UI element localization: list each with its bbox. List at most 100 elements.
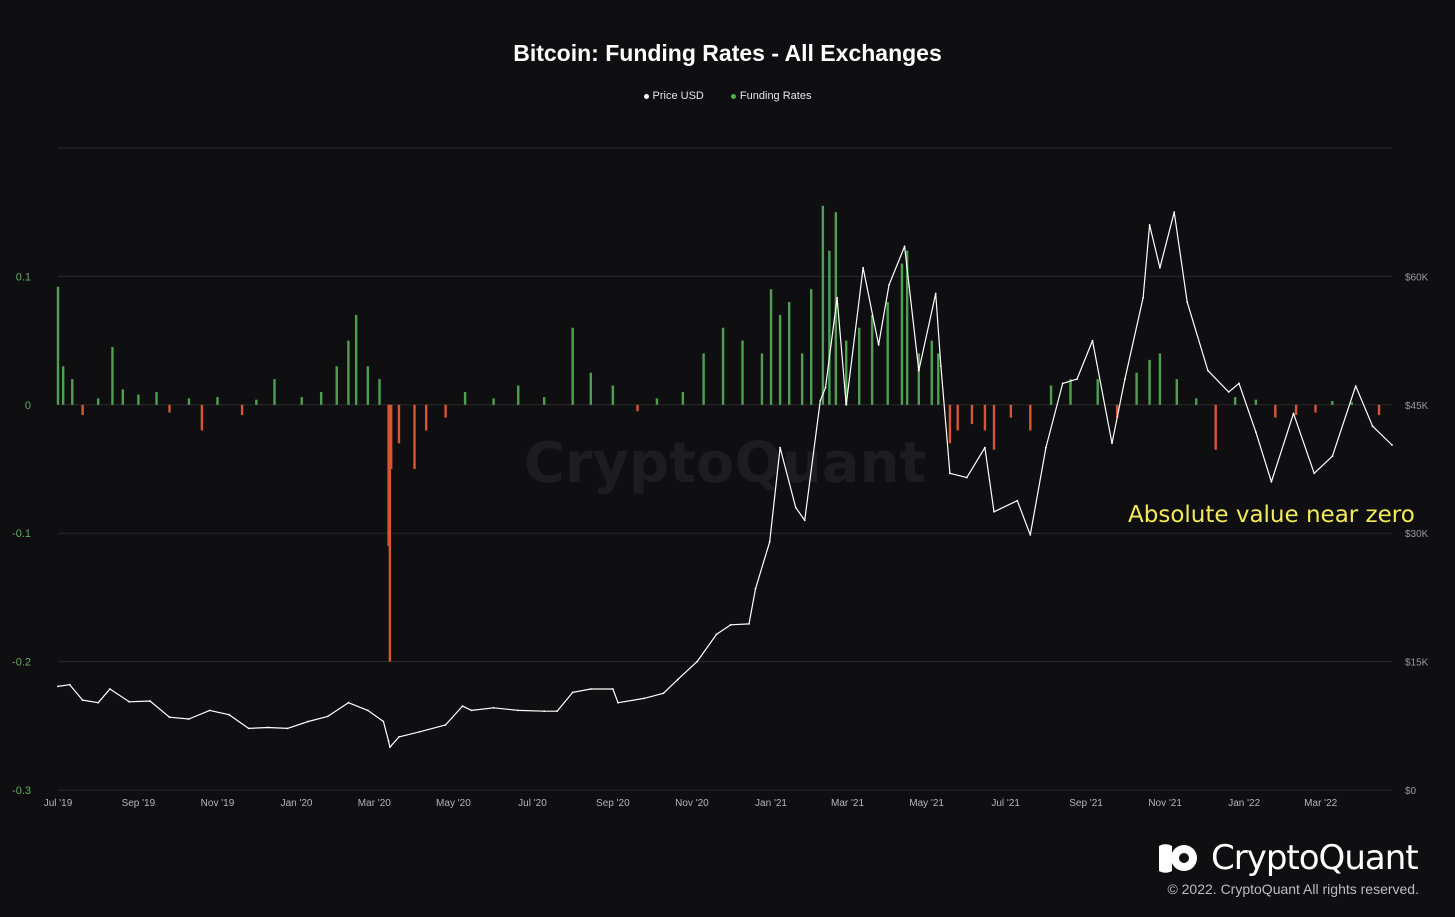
funding-rate-bar [828, 250, 831, 405]
price-point [862, 266, 864, 269]
price-point [267, 726, 269, 729]
funding-rate-bar [1096, 379, 1099, 405]
y-left-tick-label: 0 [25, 400, 31, 412]
price-point [1111, 442, 1113, 445]
price-point [1076, 378, 1078, 380]
price-point [387, 740, 390, 743]
funding-rate-bar [366, 366, 370, 405]
price-point [1313, 472, 1316, 475]
x-tick-label: Jan '21 [755, 798, 787, 809]
funding-rate-bar [589, 372, 593, 405]
price-point [307, 720, 310, 723]
funding-rate-bar [168, 404, 171, 413]
funding-rate-bar [1331, 400, 1334, 405]
funding-rate-bar [200, 404, 204, 431]
price-point [729, 623, 732, 626]
funding-rate-bar [1049, 385, 1053, 405]
x-tick-label: Jul '21 [991, 798, 1020, 809]
price-point [57, 685, 59, 688]
funding-rate-bar [71, 379, 74, 405]
funding-rate-bar [636, 404, 639, 412]
x-tick-label: May '20 [436, 798, 471, 809]
funding-rate-bar [388, 404, 392, 662]
y-right-tick-label: $30K [1405, 529, 1429, 540]
funding-rate-bar [1350, 402, 1354, 405]
price-point [1061, 382, 1064, 385]
price-point [696, 660, 698, 663]
price-point [1148, 224, 1151, 226]
price-point [940, 365, 942, 368]
funding-rate-bar [1115, 404, 1119, 418]
price-point [888, 284, 890, 286]
funding-rate-bar [1233, 397, 1237, 405]
price-point [612, 688, 614, 690]
price-point [571, 691, 574, 694]
price-point [903, 245, 906, 248]
x-tick-label: Sep '20 [596, 798, 630, 809]
funding-rate-bar [1254, 399, 1258, 405]
price-point [949, 472, 951, 475]
price-point [768, 540, 771, 543]
x-tick-label: Jul '20 [518, 798, 547, 809]
funding-rate-bar [354, 314, 358, 405]
x-tick-label: Mar '20 [358, 798, 391, 809]
x-tick-label: Sep '21 [1069, 798, 1103, 809]
price-point [149, 700, 151, 702]
funding-rate-bar [571, 327, 574, 405]
price-point [819, 399, 822, 402]
funding-rate-bar [387, 404, 390, 547]
funding-rate-bar [681, 391, 685, 405]
funding-rate-bar [721, 327, 725, 405]
copyright-text: © 2022. CryptoQuant All rights reserved. [1167, 881, 1419, 897]
price-point [1045, 446, 1047, 449]
funding-rate-bar [1135, 372, 1138, 405]
legend-dot-funding [730, 93, 736, 99]
chart-watermark: CryptoQuant [524, 431, 926, 496]
funding-rate-bar [413, 404, 416, 469]
legend-item-funding[interactable]: Funding Rates [730, 90, 812, 102]
funding-rate-bar [517, 385, 520, 405]
price-point [461, 705, 464, 707]
price-point [208, 709, 211, 712]
price-point [517, 709, 520, 712]
legend-label-funding: Funding Rates [739, 90, 812, 102]
funding-rate-bar [1158, 353, 1162, 405]
price-point [993, 510, 995, 513]
price-point [1142, 296, 1144, 299]
funding-rate-bar [702, 353, 705, 405]
price-point [418, 730, 421, 733]
price-point [366, 709, 369, 712]
price-point [965, 476, 968, 479]
price-point [1124, 378, 1126, 380]
y-left-tick-label: -0.2 [12, 657, 31, 669]
funding-rate-bar [81, 404, 84, 416]
legend-item-price[interactable]: Price USD [643, 90, 704, 102]
price-point [398, 736, 400, 738]
cryptoquant-logo-icon [1159, 844, 1197, 873]
price-point [715, 633, 718, 636]
funding-rate-bar [1175, 379, 1178, 405]
price-point [1207, 369, 1209, 372]
price-point [543, 710, 546, 713]
price-point [1173, 211, 1176, 214]
funding-rate-bar [1314, 404, 1317, 413]
funding-rate-bar [111, 347, 114, 405]
funding-rate-bar [983, 404, 987, 431]
funding-rate-bar [319, 391, 323, 405]
legend-dot-price [643, 93, 649, 99]
price-point [1270, 480, 1273, 483]
funding-rate-bar [1195, 398, 1198, 405]
price-point [1391, 444, 1393, 446]
funding-rate-bar [1214, 404, 1217, 450]
funding-rate-bar [900, 263, 904, 405]
funding-rate-bar [1148, 359, 1151, 405]
price-point [589, 688, 592, 690]
funding-rate-bar [216, 397, 219, 405]
funding-rate-bar [424, 404, 428, 431]
price-point [1331, 455, 1334, 458]
y-left-tick-label: 0.1 [16, 271, 31, 283]
funding-rate-bar [300, 397, 303, 405]
y-left-tick-label: -0.1 [12, 528, 31, 540]
legend-label-price: Price USD [652, 90, 704, 102]
